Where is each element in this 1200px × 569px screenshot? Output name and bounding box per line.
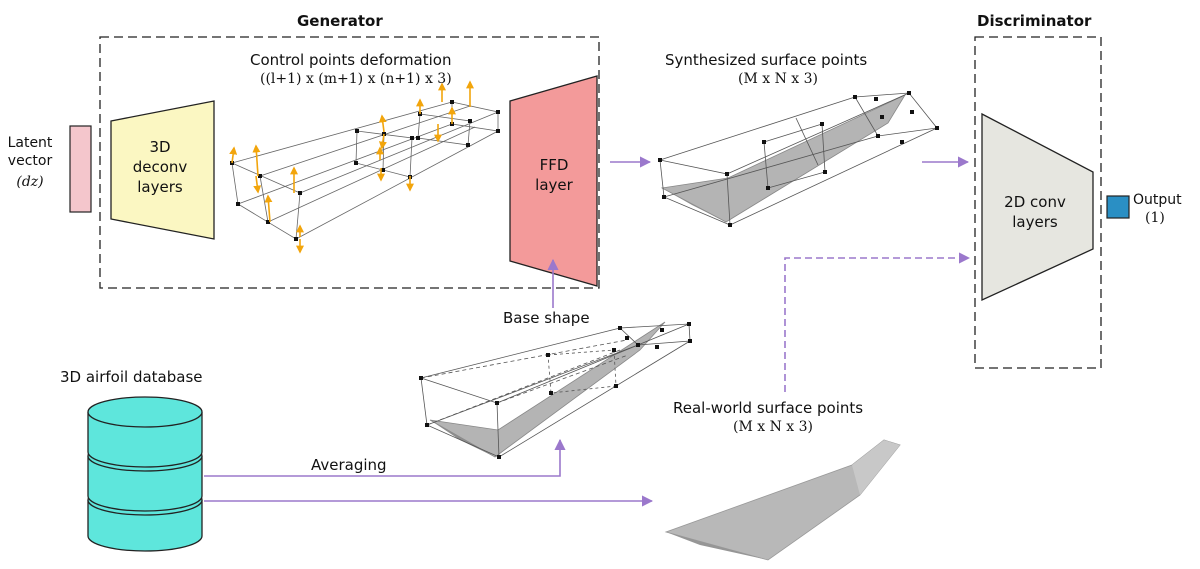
ffd-layer-block [509,75,598,287]
real-dims: (M x N x 3) [733,419,814,435]
discriminator-box [974,36,1102,369]
latent-vector-dim: (dz) [16,174,44,190]
discriminator-title: Discriminator [977,12,1092,30]
real-title: Real-world surface points [673,399,864,417]
latent-vector-bar [69,125,92,213]
synthesized-surface [658,91,939,227]
control-points-title: Control points deformation [250,51,452,69]
database-label: 3D airfoil database [60,368,203,386]
synth-title: Synthesized surface points [665,51,868,69]
output-label: Output [1133,192,1182,208]
output-dim: (1) [1145,210,1165,226]
arrow-averaging [204,438,566,477]
conv-layers-block [981,112,1094,302]
ffd-layer-label: FFD layer [535,156,573,194]
deconv-layers-block [110,100,215,240]
generator-box [99,36,600,289]
deformation-arrows [229,80,474,254]
generator-title: Generator [297,12,383,30]
deconv-layers-label: 3D deconv layers [132,138,188,196]
latent-vector-label: Latent vector [7,135,53,169]
arrow-real-to-discriminator [784,252,971,392]
airfoil-database-icon [87,396,203,552]
base-shape-label: Base shape [503,309,590,327]
averaging-label: Averaging [311,456,387,474]
output-square [1106,195,1130,219]
synth-dims: (M x N x 3) [738,71,819,87]
control-points-lattice [231,101,499,240]
real-world-wing [664,439,901,561]
flow-arrows [204,156,971,507]
base-shape [419,321,692,459]
conv-layers-label: 2D conv layers [1004,193,1066,231]
control-points-dims: ((l+1) x (m+1) x (n+1) x 3) [260,71,452,87]
